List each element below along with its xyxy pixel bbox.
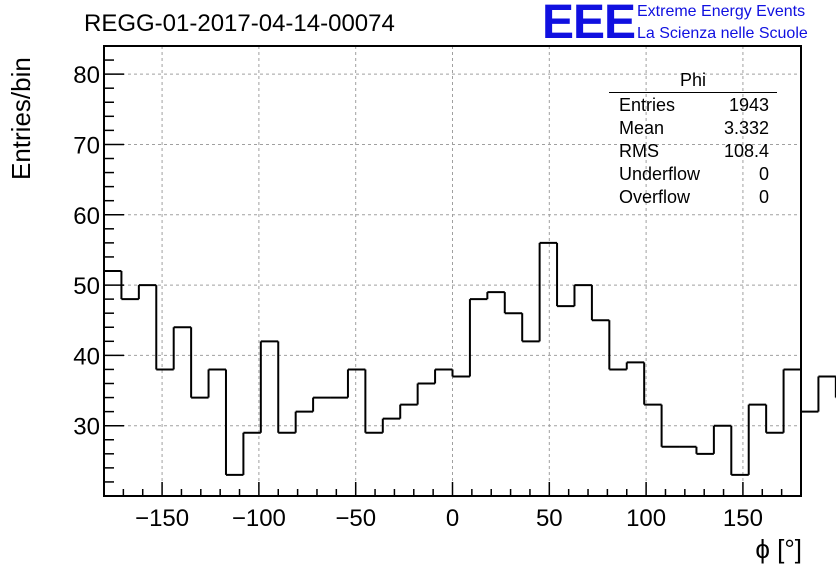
stats-value: 0	[758, 187, 769, 207]
x-tick-label: −50	[335, 505, 376, 532]
stats-label: Entries	[619, 95, 676, 115]
x-tick-label: −100	[232, 505, 286, 532]
stats-value: 3.332	[723, 118, 769, 138]
stats-label: Mean	[619, 118, 665, 138]
stats-label: RMS	[619, 141, 659, 161]
x-tick-label: 100	[626, 505, 666, 532]
stats-value: 1943	[728, 95, 769, 115]
y-tick-label: 70	[73, 132, 100, 159]
y-tick-label: 80	[73, 62, 100, 89]
y-axis-label: Entries/bin	[6, 57, 36, 180]
stats-row-entries: Entries 1943	[609, 94, 777, 117]
logo-subtitle-line1: Extreme Energy Events	[637, 3, 806, 20]
y-tick-label: 50	[73, 273, 100, 300]
y-tick-label: 40	[73, 343, 100, 370]
stats-row-mean: Mean 3.332	[609, 117, 777, 140]
y-tick-label: 60	[73, 203, 100, 230]
axis-ticks	[104, 45, 783, 496]
stats-title: Phi	[609, 70, 777, 93]
histogram-steps	[104, 241, 836, 476]
stats-row-overflow: Overflow 0	[609, 186, 777, 209]
stats-label: Overflow	[619, 187, 691, 207]
stats-row-rms: RMS 108.4	[609, 140, 777, 163]
stats-label: Underflow	[619, 164, 701, 184]
logo-subtitle-line2: La Scienza nelle Scuole	[637, 25, 808, 42]
grid-lines	[104, 46, 801, 496]
x-tick-label: 150	[723, 505, 763, 532]
x-tick-label: 50	[536, 505, 563, 532]
stats-value: 0	[758, 164, 769, 184]
y-tick-label: 30	[73, 414, 100, 441]
x-axis-label: ϕ [°]	[755, 534, 802, 564]
stats-value: 108.4	[723, 141, 769, 161]
x-tick-label: 0	[446, 505, 459, 532]
plot-title: REGG-01-2017-04-14-00074	[84, 10, 395, 37]
axis-tick-labels: −150 −100 −50 0 50 100 150 30 40 50 60 70 80	[73, 62, 763, 532]
stats-box: Phi Entries 1943 Mean 3.332 RMS 108.4 Under…	[609, 70, 777, 209]
stats-row-underflow: Underflow 0	[609, 163, 777, 186]
eee-logo: EEE	[542, 0, 636, 49]
x-tick-label: −150	[135, 505, 189, 532]
